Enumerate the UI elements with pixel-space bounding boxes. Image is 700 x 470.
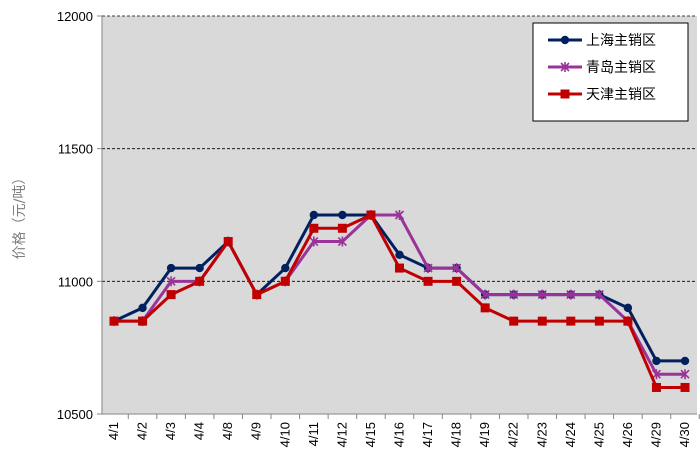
x-tick-label: 4/3 <box>163 422 178 440</box>
data-point <box>680 369 690 380</box>
legend-label: 天津主销区 <box>586 87 656 103</box>
x-tick-label: 4/2 <box>135 422 150 440</box>
data-point <box>109 316 119 326</box>
data-point <box>309 223 319 233</box>
data-point <box>423 263 433 274</box>
data-point <box>281 263 290 273</box>
y-tick-label: 10500 <box>57 407 93 422</box>
x-tick-label: 4/1 <box>106 422 121 440</box>
data-point <box>594 289 604 300</box>
data-point <box>395 263 404 273</box>
x-tick-label: 4/18 <box>449 422 464 447</box>
x-tick-label: 4/26 <box>620 422 635 447</box>
data-point <box>195 276 205 286</box>
series-2 <box>109 210 690 392</box>
data-point <box>337 223 347 233</box>
data-point <box>366 210 376 220</box>
data-point <box>337 236 347 247</box>
x-tick-label: 4/4 <box>192 422 207 440</box>
x-tick-label: 4/15 <box>363 422 378 447</box>
data-point <box>651 382 661 392</box>
data-point <box>509 289 519 300</box>
data-point <box>252 290 262 300</box>
data-point <box>166 290 176 300</box>
data-point <box>680 382 690 392</box>
x-tick-label: 4/25 <box>591 422 606 447</box>
y-tick-label: 12000 <box>57 9 93 24</box>
data-point <box>509 316 519 326</box>
data-point <box>623 303 633 313</box>
data-point <box>423 276 433 286</box>
x-tick-label: 4/29 <box>648 422 663 447</box>
data-point <box>309 236 319 247</box>
data-point <box>309 210 319 220</box>
x-tick-label: 4/30 <box>677 422 692 447</box>
data-point <box>280 276 290 286</box>
x-tick-label: 4/12 <box>334 422 349 447</box>
data-point <box>680 356 690 366</box>
legend-label: 青岛主销区 <box>586 60 656 76</box>
x-tick-label: 4/17 <box>420 422 435 447</box>
legend-label: 上海主销区 <box>586 33 656 49</box>
data-point <box>537 289 547 300</box>
data-point <box>394 210 405 220</box>
data-point <box>138 316 148 326</box>
x-tick-label: 4/10 <box>277 422 292 447</box>
data-point <box>452 276 462 286</box>
x-tick-label: 4/11 <box>306 422 321 446</box>
x-tick-label: 4/8 <box>220 422 235 440</box>
data-point <box>166 276 176 287</box>
x-tick-label: 4/19 <box>477 422 492 447</box>
x-tick-label: 4/23 <box>534 422 549 447</box>
data-point <box>338 210 347 220</box>
data-point <box>566 289 576 300</box>
data-point <box>166 263 176 273</box>
y-tick-label: 11500 <box>58 142 93 157</box>
data-point <box>395 250 404 259</box>
data-point <box>223 237 233 247</box>
data-point <box>195 263 204 273</box>
data-point <box>480 289 490 300</box>
legend-item: 天津主销区 <box>548 87 656 103</box>
x-tick-label: 4/22 <box>506 422 521 447</box>
legend-item: 上海主销区 <box>548 33 656 49</box>
data-point <box>652 356 661 366</box>
x-tick-label: 4/24 <box>563 422 578 447</box>
data-point <box>537 316 547 326</box>
data-point <box>594 316 604 326</box>
x-tick-label: 4/9 <box>249 422 264 440</box>
y-tick-label: 11000 <box>58 274 93 289</box>
data-point <box>651 369 662 380</box>
data-point <box>623 316 633 326</box>
data-point <box>452 263 462 274</box>
data-point <box>560 35 570 45</box>
x-tick-label: 4/16 <box>392 422 407 447</box>
data-point <box>480 303 490 313</box>
data-point <box>560 89 570 99</box>
data-point <box>560 62 570 72</box>
y-axis-title: 价格（元/吨） <box>12 171 28 260</box>
legend-item: 青岛主销区 <box>548 60 656 76</box>
data-point <box>566 316 576 326</box>
data-point <box>138 303 147 313</box>
